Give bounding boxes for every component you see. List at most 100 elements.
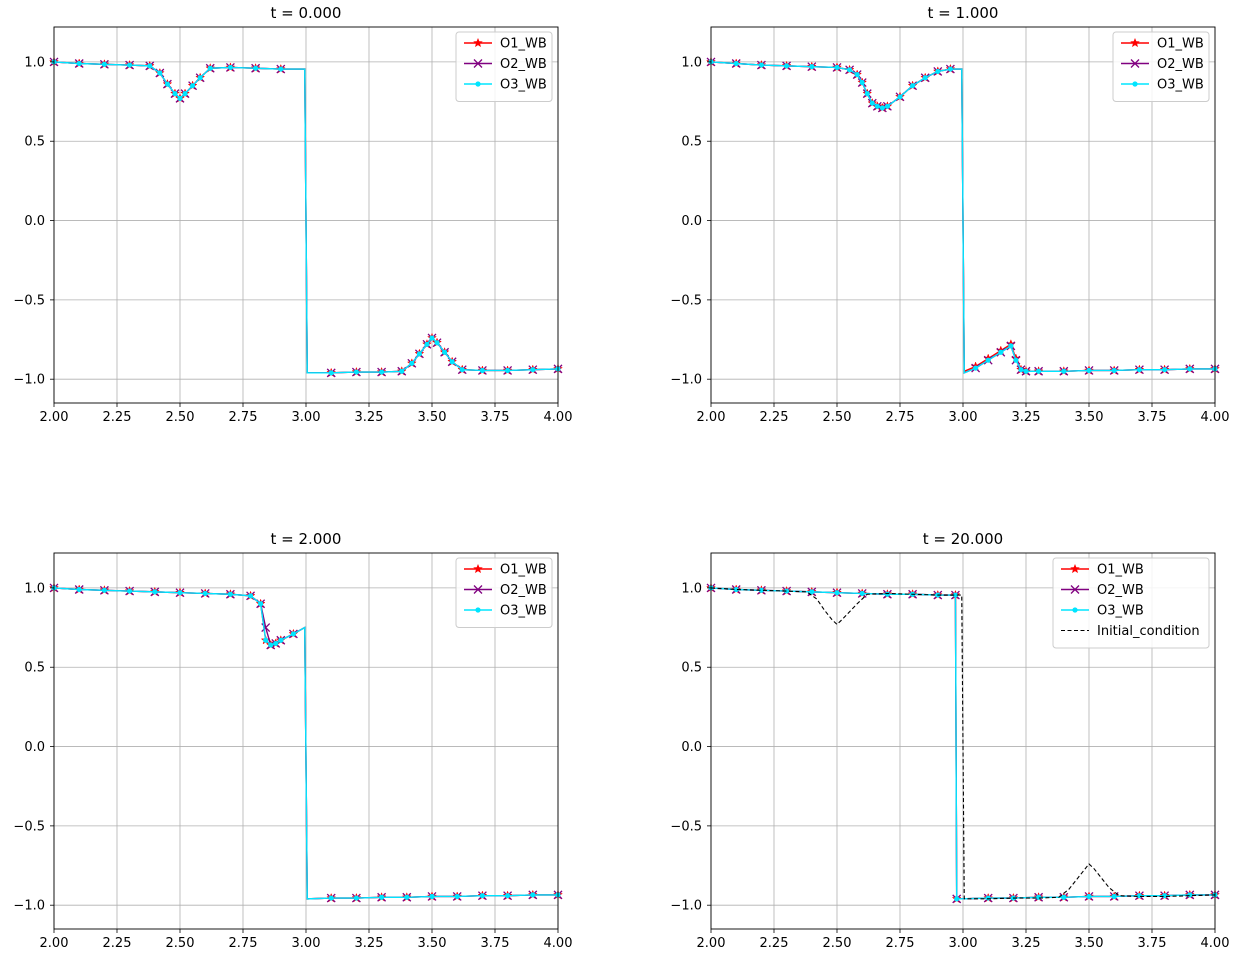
panel-3-legend-marker — [475, 607, 481, 613]
panel-4-y-tick-label: 0.5 — [681, 661, 702, 676]
panel-2-series-O3_WB-point — [1008, 343, 1014, 349]
panel-3-legend-marker — [473, 563, 483, 574]
panel-3-x-tick-label: 2.00 — [40, 936, 69, 951]
panel-4-y-tick-label: 0.0 — [681, 740, 702, 755]
panel-3-series-O3_WB-point — [379, 894, 385, 900]
panel-2-series-O3_WB-point — [784, 63, 790, 69]
panel-3-series-O3_WB-point — [247, 593, 254, 599]
panel-2-series-O3_WB-point — [985, 357, 991, 363]
panel-1-y-tick-label: 0.0 — [24, 214, 45, 229]
panel-3-x-tick-label: 3.00 — [292, 936, 321, 951]
panel-2-y-tick-label: −1.0 — [670, 373, 702, 388]
panel-2-series-O3_WB-point — [884, 103, 891, 109]
panel-2-series-O3_WB-point — [1023, 368, 1029, 374]
panel-2-y-tick-label: 0.5 — [681, 135, 702, 150]
panel-2-series-O3_WB-point — [1013, 357, 1019, 363]
panel-3-series-O3_WB-point — [278, 637, 284, 643]
panel-2-series-O3_WB-point — [1036, 368, 1042, 374]
panel-3-x-tick-label: 2.50 — [166, 936, 195, 951]
panel-1-series-O3_WB-point — [434, 340, 440, 346]
panel-4-series-O3_WB-point — [834, 590, 840, 596]
panel-1-series-O3_WB-point — [459, 367, 465, 373]
panel-1-legend-marker — [473, 37, 483, 48]
panel-1-legend-marker — [473, 59, 483, 68]
panel-2-x-tick-label: 4.00 — [1201, 410, 1230, 425]
panel-3-series-O3_WB-point — [479, 893, 485, 899]
panel-2-x-tick-label: 3.75 — [1138, 410, 1167, 425]
panel-4-series-O3_WB-point — [1187, 892, 1193, 898]
panel-2-series-O3_WB-point — [854, 71, 860, 78]
panel-1-series-O3_WB-point — [399, 368, 405, 374]
panel-4-y-tick-label: −0.5 — [670, 819, 702, 834]
panel-3-y-tick-label: −1.0 — [13, 899, 45, 914]
panel-1-x-tick-label: 2.75 — [229, 410, 258, 425]
panel-2-series-O3_WB-point — [874, 103, 880, 109]
panel-1-series-O3_WB-point — [177, 95, 183, 101]
panel-4-legend-label: O2_WB — [1097, 583, 1144, 598]
panel-2-series-O3_WB-point — [758, 62, 765, 68]
panel-1-y-tick-label: 1.0 — [24, 55, 45, 70]
panel-1-legend-label: O1_WB — [500, 37, 547, 52]
panel-3-title: t = 2.000 — [271, 530, 342, 548]
panel-2-x-tick-label: 2.00 — [697, 410, 726, 425]
panel-4-series-O3_WB-point — [985, 895, 991, 901]
panel-2-y-tick-label: 0.0 — [681, 214, 702, 229]
panel-4-x-tick-label: 2.75 — [886, 936, 915, 951]
panel-4-series-O3_WB-point — [1061, 894, 1067, 900]
panel-1-series-O3_WB-point — [207, 65, 213, 71]
panel-3-series-O3_WB-point — [263, 637, 269, 643]
panel-1-y-tick-label: −0.5 — [13, 293, 45, 308]
panel-3-x-tick-label: 3.50 — [418, 936, 447, 951]
panel-3-legend: O1_WB O2_WB O3_WB — [455, 557, 553, 628]
panel-2-x-tick-label: 3.00 — [949, 410, 978, 425]
panel-1-series-O3_WB-point — [442, 349, 448, 355]
panel-4-legend-label: O3_WB — [1097, 604, 1144, 619]
panel-4-series-O3_WB-point — [859, 590, 865, 597]
panel-1-legend-label: O3_WB — [500, 78, 547, 93]
panel-2-series-O3_WB-point — [947, 66, 954, 72]
panel-2-legend: O1_WB O2_WB O3_WB — [1112, 31, 1210, 102]
panel-1-series-O3_WB-point — [449, 359, 455, 365]
panel-3-series-O3_WB-point — [429, 893, 435, 900]
panel-1-x-tick-label: 3.75 — [481, 410, 510, 425]
panel-3-legend-label: O3_WB — [500, 604, 547, 619]
panel-3-series-O3_WB-point — [454, 893, 460, 900]
panel-1-series-O3_WB-point — [278, 66, 284, 72]
panel-2-series-O3_WB-point — [879, 105, 885, 111]
panel-4-series-O3_WB-point — [1086, 893, 1092, 900]
panel-2-series-O3_WB-point — [1111, 367, 1117, 374]
panel-2-legend-label: O1_WB — [1157, 37, 1204, 52]
panel-1-series-O3_WB-point — [253, 65, 259, 71]
panel-2-y-tick-label: −0.5 — [670, 293, 702, 308]
panel-1-y-tick-label: 0.5 — [24, 135, 45, 150]
panel-1-series-O3_WB-point — [164, 81, 170, 87]
panel-1-series-O3_WB-point — [157, 70, 163, 76]
panel-3-series-O3_WB-point — [353, 895, 359, 901]
panel-4-series-O3_WB-point — [884, 591, 891, 597]
panel-2: 2.00 2.25 2.50 2.75 3.00 3.25 3.50 3.75 4.00 1.0 0… — [670, 4, 1229, 425]
panel-3-series-O3_WB-point — [127, 588, 133, 594]
panel-4-series-O3_WB-point — [1136, 893, 1142, 899]
panel-2-series-O3_WB-point — [935, 68, 941, 75]
panel-3-series-O3_WB-point — [530, 892, 536, 898]
panel-2-series-O3_WB-point — [973, 365, 979, 371]
panel-1-series-O3_WB-point — [416, 351, 422, 357]
panel-4-y-tick-label: 1.0 — [681, 581, 702, 596]
panel-2-series-O3_WB-point — [1061, 368, 1067, 374]
panel-2-series-O3_WB-point — [998, 349, 1004, 355]
panel-1-series-O3_WB-line — [53, 61, 559, 374]
panel-1-legend-label: O2_WB — [500, 57, 547, 72]
panel-1: 2.00 2.25 2.50 2.75 3.00 3.25 3.50 3.75 4.00 1.0 0… — [13, 4, 572, 425]
panel-3-y-tick-label: 0.0 — [24, 740, 45, 755]
panel-4-legend-marker — [1070, 585, 1080, 594]
panel-3-x-tick-label: 2.75 — [229, 936, 258, 951]
panel-3-x-tick-label: 4.00 — [544, 936, 573, 951]
panel-2-title: t = 1.000 — [928, 4, 999, 22]
panel-1-series-O3_WB-point — [147, 63, 153, 69]
panel-4-series-O3_WB-point — [1162, 893, 1168, 899]
panel-3-series-O3_WB-point — [258, 601, 264, 607]
panel-1-y-tick-label: −1.0 — [13, 373, 45, 388]
panel-3-series-O3_WB-point — [404, 894, 410, 900]
panel-2-series-O3_WB-point — [1187, 366, 1193, 372]
